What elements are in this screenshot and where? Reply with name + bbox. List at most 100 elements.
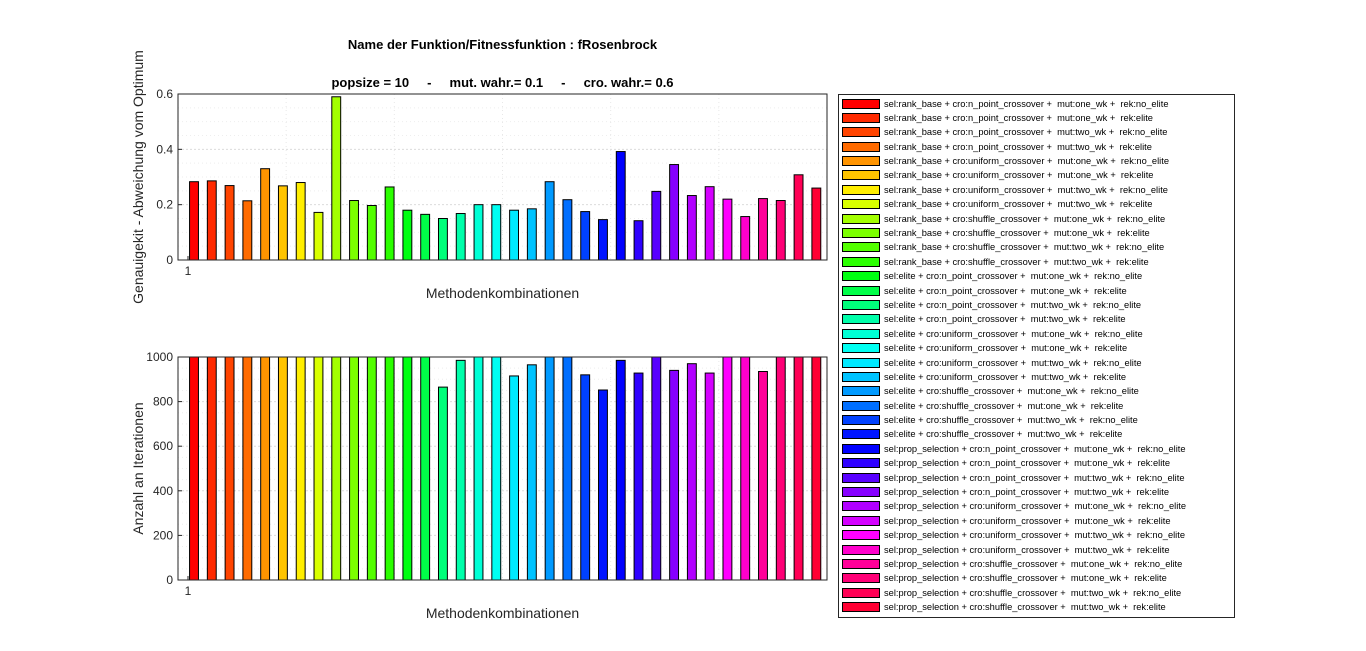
- chart-subtitle: popsize = 10 - mut. wahr.= 0.1 - cro. wa…: [331, 75, 674, 90]
- legend-label: sel:prop_selection + cro:uniform_crossov…: [884, 544, 1170, 555]
- legend-swatch: [842, 127, 880, 138]
- legend-swatch: [842, 472, 880, 483]
- legend-label: sel:prop_selection + cro:n_point_crossov…: [884, 472, 1185, 483]
- legend-label: sel:elite + cro:shuffle_crossover + mut:…: [884, 429, 1123, 440]
- iterations-bar-7: [295, 356, 306, 581]
- iterations-bar-28: [669, 369, 680, 581]
- accuracy-axes-box: [177, 93, 828, 261]
- iterations-bar-24: [598, 389, 608, 581]
- legend-swatch: [842, 213, 880, 224]
- legend-label: sel:elite + cro:n_point_crossover + mut:…: [884, 285, 1127, 296]
- legend-label: sel:rank_base + cro:uniform_crossover + …: [884, 170, 1154, 181]
- legend-item: sel:rank_base + cro:shuffle_crossover + …: [842, 212, 1165, 225]
- iterations-bar-chart: 0 200 400 600 800 1000 1 Methodenkombinationen A…: [130, 350, 828, 621]
- legend-item: sel:prop_selection + cro:uniform_crossov…: [842, 514, 1171, 527]
- legend-swatch: [842, 371, 880, 382]
- legend-label: sel:elite + cro:shuffle_crossover + mut:…: [884, 415, 1138, 426]
- legend-label: sel:rank_base + cro:shuffle_crossover + …: [884, 228, 1150, 238]
- iterations-bar-32: [740, 356, 751, 581]
- legend-label: sel:rank_base + cro:n_point_crossover + …: [884, 112, 1153, 123]
- legend-label: sel:rank_base + cro:uniform_crossover + …: [884, 184, 1168, 195]
- legend-item: sel:elite + cro:uniform_crossover + mut:…: [842, 370, 1126, 383]
- legend-swatch: [842, 170, 880, 181]
- legend-label: sel:elite + cro:n_point_crossover + mut:…: [884, 299, 1142, 310]
- iterations-ytick-label: 200: [153, 528, 173, 542]
- iterations-bar-25: [615, 359, 626, 581]
- legend-item: sel:elite + cro:shuffle_crossover + mut:…: [842, 399, 1123, 412]
- legend-swatch: [842, 544, 880, 555]
- iterations-bar-9: [331, 356, 342, 581]
- legend-item: sel:rank_base + cro:n_point_crossover + …: [842, 111, 1153, 124]
- legend-label: sel:rank_base + cro:uniform_crossover + …: [884, 156, 1169, 167]
- iterations-bar-8: [313, 356, 324, 581]
- iterations-bar-3: [224, 356, 235, 581]
- legend-label: sel:prop_selection + cro:uniform_crossov…: [884, 515, 1171, 526]
- legend-item: sel:prop_selection + cro:n_point_crossov…: [842, 486, 1169, 499]
- iterations-bar-18: [491, 356, 502, 581]
- legend-item: sel:rank_base + cro:uniform_crossover + …: [842, 169, 1153, 182]
- legend-swatch: [842, 530, 880, 541]
- legend: sel:rank_base + cro:n_point_crossover + …: [838, 94, 1235, 618]
- iterations-axes-box: [177, 356, 828, 581]
- legend-swatch: [842, 429, 880, 440]
- iterations-bar-14: [420, 356, 431, 581]
- legend-swatch: [842, 184, 880, 195]
- legend-swatch: [842, 228, 880, 238]
- iterations-xtick-label: 1: [185, 584, 192, 598]
- iterations-bar-12: [384, 356, 395, 581]
- iterations-bar-19: [509, 375, 519, 581]
- legend-swatch: [842, 602, 880, 613]
- legend-item: sel:elite + cro:uniform_crossover + mut:…: [842, 342, 1127, 355]
- iterations-bar-17: [473, 356, 484, 581]
- iterations-bar-35: [793, 356, 804, 581]
- legend-item: sel:prop_selection + cro:n_point_crossov…: [842, 471, 1185, 484]
- legend-swatch: [842, 98, 880, 109]
- iterations-ytick-label: 1000: [146, 350, 173, 364]
- iterations-bar-11: [366, 356, 377, 581]
- legend-item: sel:prop_selection + cro:shuffle_crossov…: [842, 586, 1181, 599]
- legend-swatch: [842, 515, 880, 526]
- legend-item: sel:elite + cro:n_point_crossover + mut:…: [842, 284, 1127, 297]
- legend-item: sel:rank_base + cro:shuffle_crossover + …: [842, 241, 1164, 254]
- legend-label: sel:prop_selection + cro:shuffle_crossov…: [884, 573, 1167, 584]
- iterations-bar-29: [686, 363, 697, 581]
- accuracy-ytick-label: 0.2: [156, 198, 173, 212]
- iterations-ytick-label: 600: [153, 439, 173, 453]
- legend-label: sel:rank_base + cro:uniform_crossover + …: [884, 199, 1153, 210]
- iterations-bar-30: [704, 372, 715, 581]
- legend-swatch: [842, 415, 880, 426]
- legend-swatch: [842, 386, 880, 397]
- iterations-bar-1: [189, 356, 199, 581]
- iterations-ytick-label: 400: [153, 484, 173, 498]
- legend-item: sel:prop_selection + cro:shuffle_crossov…: [842, 601, 1166, 614]
- legend-swatch: [842, 328, 880, 339]
- legend-item: sel:elite + cro:shuffle_crossover + mut:…: [842, 428, 1122, 441]
- iterations-bar-27: [651, 356, 662, 581]
- legend-swatch: [842, 487, 880, 497]
- legend-swatch: [842, 573, 880, 584]
- iterations-bar-34: [775, 356, 786, 581]
- legend-swatch: [842, 357, 880, 368]
- legend-label: sel:elite + cro:n_point_crossover + mut:…: [884, 271, 1143, 282]
- legend-item: sel:prop_selection + cro:n_point_crossov…: [842, 442, 1186, 455]
- legend-label: sel:prop_selection + cro:n_point_crossov…: [884, 443, 1186, 454]
- legend-swatch: [842, 343, 880, 354]
- legend-swatch: [842, 458, 880, 469]
- legend-swatch: [842, 443, 880, 454]
- legend-label: sel:prop_selection + cro:shuffle_crossov…: [884, 602, 1166, 613]
- legend-swatch: [842, 501, 880, 512]
- accuracy-ytick-label: 0.6: [156, 87, 173, 101]
- legend-item: sel:prop_selection + cro:shuffle_crossov…: [842, 557, 1182, 570]
- legend-swatch: [842, 587, 880, 598]
- legend-label: sel:rank_base + cro:n_point_crossover + …: [884, 98, 1169, 109]
- iterations-ylabel: Anzahl an Iterationen: [130, 402, 146, 534]
- legend-item: sel:prop_selection + cro:uniform_crossov…: [842, 529, 1185, 542]
- legend-swatch: [842, 141, 880, 152]
- legend-label: sel:prop_selection + cro:uniform_crossov…: [884, 530, 1186, 541]
- legend-item: sel:elite + cro:uniform_crossover + mut:…: [842, 356, 1142, 369]
- iterations-bar-23: [580, 374, 591, 581]
- iterations-bar-20: [526, 364, 537, 581]
- accuracy-xtick-label: 1: [185, 264, 192, 278]
- legend-item: sel:rank_base + cro:shuffle_crossover + …: [842, 227, 1150, 240]
- legend-label: sel:prop_selection + cro:n_point_crossov…: [884, 458, 1171, 469]
